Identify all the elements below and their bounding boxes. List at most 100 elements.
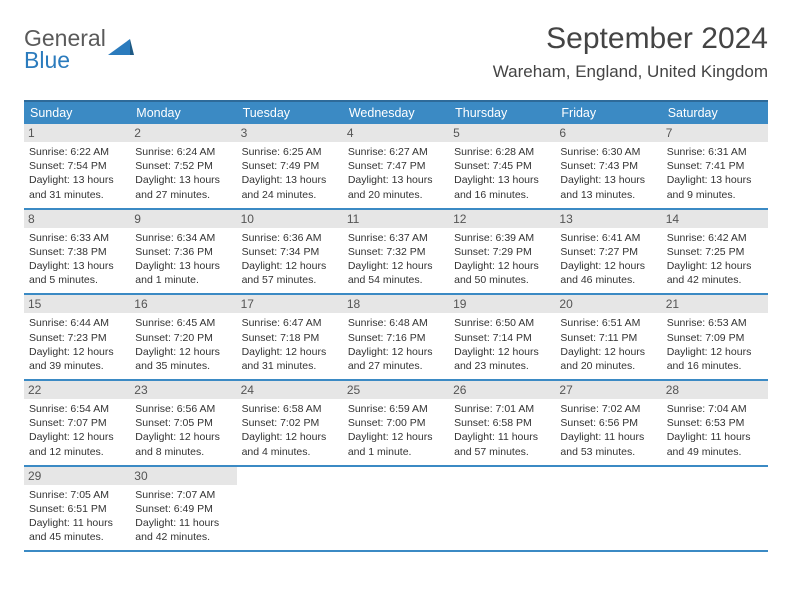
day-cell: 21 Sunrise: 6:53 AMSunset: 7:09 PMDayligh… bbox=[662, 295, 768, 379]
day-cell: 28 Sunrise: 7:04 AMSunset: 6:53 PMDayligh… bbox=[662, 381, 768, 465]
day-details: Sunrise: 6:56 AMSunset: 7:05 PMDaylight:… bbox=[135, 402, 231, 459]
weekday-label: Thursday bbox=[449, 102, 555, 124]
day-number: 12 bbox=[449, 210, 555, 228]
day-details: Sunrise: 6:42 AMSunset: 7:25 PMDaylight:… bbox=[667, 231, 763, 288]
weekday-label: Monday bbox=[130, 102, 236, 124]
day-details: Sunrise: 6:22 AMSunset: 7:54 PMDaylight:… bbox=[29, 145, 125, 202]
day-number: 28 bbox=[662, 381, 768, 399]
week-row: 8Sunrise: 6:33 AMSunset: 7:38 PMDaylight… bbox=[24, 210, 768, 296]
day-cell: 14 Sunrise: 6:42 AMSunset: 7:25 PMDayligh… bbox=[662, 210, 768, 294]
week-row: 1 Sunrise: 6:22 AMSunset: 7:54 PMDaylight… bbox=[24, 124, 768, 210]
day-number: 17 bbox=[237, 295, 343, 313]
day-number: 6 bbox=[555, 124, 661, 142]
day-details: Sunrise: 6:34 AMSunset: 7:36 PMDaylight:… bbox=[135, 231, 231, 288]
month-title: September 2024 bbox=[493, 22, 768, 56]
day-details: Sunrise: 6:48 AMSunset: 7:16 PMDaylight:… bbox=[348, 316, 444, 373]
logo-line2: Blue bbox=[24, 50, 106, 72]
day-cell: 6 Sunrise: 6:30 AMSunset: 7:43 PMDaylight… bbox=[555, 124, 661, 208]
day-cell: 25 Sunrise: 6:59 AMSunset: 7:00 PMDayligh… bbox=[343, 381, 449, 465]
day-cell-empty bbox=[662, 467, 768, 551]
weekday-label: Sunday bbox=[24, 102, 130, 124]
day-cell: 22 Sunrise: 6:54 AMSunset: 7:07 PMDayligh… bbox=[24, 381, 130, 465]
logo-text: General Blue bbox=[24, 28, 106, 72]
day-number: 14 bbox=[662, 210, 768, 228]
day-cell-empty bbox=[343, 467, 449, 551]
day-details: Sunrise: 6:59 AMSunset: 7:00 PMDaylight:… bbox=[348, 402, 444, 459]
day-number: 16 bbox=[130, 295, 236, 313]
location: Wareham, England, United Kingdom bbox=[493, 62, 768, 82]
day-cell-empty bbox=[555, 467, 661, 551]
logo: General Blue bbox=[24, 22, 134, 72]
day-cell: 29Sunrise: 7:05 AMSunset: 6:51 PMDayligh… bbox=[24, 467, 130, 551]
day-cell: 16Sunrise: 6:45 AMSunset: 7:20 PMDayligh… bbox=[130, 295, 236, 379]
day-details: Sunrise: 7:04 AMSunset: 6:53 PMDaylight:… bbox=[667, 402, 763, 459]
day-number: 7 bbox=[662, 124, 768, 142]
day-details: Sunrise: 6:41 AMSunset: 7:27 PMDaylight:… bbox=[560, 231, 656, 288]
weeks-container: 1 Sunrise: 6:22 AMSunset: 7:54 PMDaylight… bbox=[24, 124, 768, 552]
day-cell: 4 Sunrise: 6:27 AMSunset: 7:47 PMDaylight… bbox=[343, 124, 449, 208]
day-cell: 15 Sunrise: 6:44 AMSunset: 7:23 PMDayligh… bbox=[24, 295, 130, 379]
day-cell: 12 Sunrise: 6:39 AMSunset: 7:29 PMDayligh… bbox=[449, 210, 555, 294]
calendar: SundayMondayTuesdayWednesdayThursdayFrid… bbox=[24, 100, 768, 552]
day-number: 20 bbox=[555, 295, 661, 313]
day-details: Sunrise: 6:33 AMSunset: 7:38 PMDaylight:… bbox=[29, 231, 125, 288]
day-cell: 20Sunrise: 6:51 AMSunset: 7:11 PMDayligh… bbox=[555, 295, 661, 379]
day-number: 5 bbox=[449, 124, 555, 142]
day-number: 10 bbox=[237, 210, 343, 228]
header: General Blue September 2024 Wareham, Eng… bbox=[24, 22, 768, 82]
day-cell: 2Sunrise: 6:24 AMSunset: 7:52 PMDaylight… bbox=[130, 124, 236, 208]
day-number: 21 bbox=[662, 295, 768, 313]
day-number: 11 bbox=[343, 210, 449, 228]
day-number: 15 bbox=[24, 295, 130, 313]
day-number: 24 bbox=[237, 381, 343, 399]
weekday-label: Tuesday bbox=[237, 102, 343, 124]
day-cell: 30 Sunrise: 7:07 AMSunset: 6:49 PMDayligh… bbox=[130, 467, 236, 551]
day-details: Sunrise: 7:07 AMSunset: 6:49 PMDaylight:… bbox=[135, 488, 231, 545]
day-cell: 1 Sunrise: 6:22 AMSunset: 7:54 PMDaylight… bbox=[24, 124, 130, 208]
day-cell: 7 Sunrise: 6:31 AMSunset: 7:41 PMDaylight… bbox=[662, 124, 768, 208]
day-details: Sunrise: 6:44 AMSunset: 7:23 PMDaylight:… bbox=[29, 316, 125, 373]
logo-triangle-icon bbox=[108, 37, 134, 62]
day-details: Sunrise: 6:37 AMSunset: 7:32 PMDaylight:… bbox=[348, 231, 444, 288]
title-block: September 2024 Wareham, England, United … bbox=[493, 22, 768, 82]
day-cell: 11 Sunrise: 6:37 AMSunset: 7:32 PMDayligh… bbox=[343, 210, 449, 294]
day-number: 23 bbox=[130, 381, 236, 399]
day-cell: 10 Sunrise: 6:36 AMSunset: 7:34 PMDayligh… bbox=[237, 210, 343, 294]
day-details: Sunrise: 6:31 AMSunset: 7:41 PMDaylight:… bbox=[667, 145, 763, 202]
day-cell: 13Sunrise: 6:41 AMSunset: 7:27 PMDayligh… bbox=[555, 210, 661, 294]
day-details: Sunrise: 6:24 AMSunset: 7:52 PMDaylight:… bbox=[135, 145, 231, 202]
day-details: Sunrise: 6:28 AMSunset: 7:45 PMDaylight:… bbox=[454, 145, 550, 202]
day-details: Sunrise: 6:58 AMSunset: 7:02 PMDaylight:… bbox=[242, 402, 338, 459]
day-details: Sunrise: 7:02 AMSunset: 6:56 PMDaylight:… bbox=[560, 402, 656, 459]
day-number: 26 bbox=[449, 381, 555, 399]
day-number: 3 bbox=[237, 124, 343, 142]
day-number: 4 bbox=[343, 124, 449, 142]
day-cell: 23 Sunrise: 6:56 AMSunset: 7:05 PMDayligh… bbox=[130, 381, 236, 465]
day-cell: 26 Sunrise: 7:01 AMSunset: 6:58 PMDayligh… bbox=[449, 381, 555, 465]
day-cell: 27 Sunrise: 7:02 AMSunset: 6:56 PMDayligh… bbox=[555, 381, 661, 465]
day-details: Sunrise: 6:30 AMSunset: 7:43 PMDaylight:… bbox=[560, 145, 656, 202]
day-details: Sunrise: 6:36 AMSunset: 7:34 PMDaylight:… bbox=[242, 231, 338, 288]
weekday-label: Wednesday bbox=[343, 102, 449, 124]
week-row: 15 Sunrise: 6:44 AMSunset: 7:23 PMDayligh… bbox=[24, 295, 768, 381]
day-details: Sunrise: 6:39 AMSunset: 7:29 PMDaylight:… bbox=[454, 231, 550, 288]
day-cell: 3 Sunrise: 6:25 AMSunset: 7:49 PMDaylight… bbox=[237, 124, 343, 208]
day-cell: 24 Sunrise: 6:58 AMSunset: 7:02 PMDayligh… bbox=[237, 381, 343, 465]
day-number: 22 bbox=[24, 381, 130, 399]
day-number: 25 bbox=[343, 381, 449, 399]
day-details: Sunrise: 6:27 AMSunset: 7:47 PMDaylight:… bbox=[348, 145, 444, 202]
day-number: 30 bbox=[130, 467, 236, 485]
day-cell: 5 Sunrise: 6:28 AMSunset: 7:45 PMDaylight… bbox=[449, 124, 555, 208]
weekday-header: SundayMondayTuesdayWednesdayThursdayFrid… bbox=[24, 100, 768, 124]
week-row: 29Sunrise: 7:05 AMSunset: 6:51 PMDayligh… bbox=[24, 467, 768, 553]
day-details: Sunrise: 6:54 AMSunset: 7:07 PMDaylight:… bbox=[29, 402, 125, 459]
day-details: Sunrise: 7:01 AMSunset: 6:58 PMDaylight:… bbox=[454, 402, 550, 459]
day-details: Sunrise: 6:25 AMSunset: 7:49 PMDaylight:… bbox=[242, 145, 338, 202]
day-cell: 18Sunrise: 6:48 AMSunset: 7:16 PMDayligh… bbox=[343, 295, 449, 379]
day-details: Sunrise: 7:05 AMSunset: 6:51 PMDaylight:… bbox=[29, 488, 125, 545]
day-number: 1 bbox=[24, 124, 130, 142]
day-details: Sunrise: 6:50 AMSunset: 7:14 PMDaylight:… bbox=[454, 316, 550, 373]
week-row: 22 Sunrise: 6:54 AMSunset: 7:07 PMDayligh… bbox=[24, 381, 768, 467]
day-details: Sunrise: 6:53 AMSunset: 7:09 PMDaylight:… bbox=[667, 316, 763, 373]
day-number: 27 bbox=[555, 381, 661, 399]
